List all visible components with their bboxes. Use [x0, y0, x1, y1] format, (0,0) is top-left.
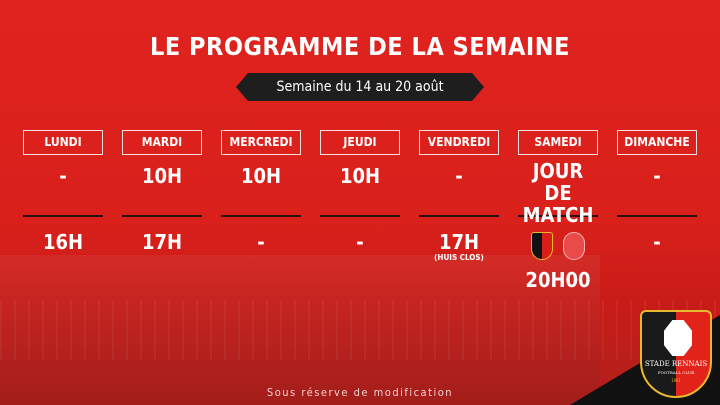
afternoon-session: -: [257, 230, 265, 254]
divider: [221, 215, 301, 217]
afternoon-session: 17H: [438, 230, 480, 254]
divider: [617, 215, 697, 217]
day-header: DIMANCHE: [617, 130, 697, 155]
divider: [419, 215, 499, 217]
morning-session: -: [653, 164, 661, 188]
day-column-samedi: SAMEDI JOUR DE MATCH 20H00: [518, 130, 598, 292]
day-column-vendredi: VENDREDI - 17H (HUIS CLOS): [419, 130, 499, 262]
background-building: [0, 255, 600, 405]
match-day-label: JOUR DE MATCH: [522, 159, 594, 227]
afternoon-session: 17H: [141, 230, 183, 254]
page-title: LE PROGRAMME DE LA SEMAINE: [150, 32, 570, 61]
week-banner: Semaine du 14 au 20 août: [236, 73, 484, 101]
day-column-dimanche: DIMANCHE - -: [617, 130, 697, 253]
morning-session: 10H: [141, 164, 183, 188]
day-column-jeudi: JEUDI 10H -: [320, 130, 400, 253]
divider: [320, 215, 400, 217]
stade-rennais-logo: STADE RENNAIS FOOTBALL CLUB 1901: [640, 310, 712, 398]
kickoff-time: 20H00: [525, 268, 591, 292]
session-note: (HUIS CLOS): [434, 253, 484, 262]
dfco-crest-icon: [563, 232, 585, 260]
disclaimer: Sous réserve de modification: [266, 386, 454, 399]
match-teams: [518, 217, 598, 260]
afternoon-session: -: [653, 230, 661, 254]
day-header: LUNDI: [23, 130, 103, 155]
club-year: 1901: [671, 378, 681, 383]
afternoon-session: 16H: [42, 230, 84, 254]
day-column-mercredi: MERCREDI 10H -: [221, 130, 301, 253]
club-sub: FOOTBALL CLUB: [657, 370, 695, 375]
afternoon-session: -: [356, 230, 364, 254]
day-header: MARDI: [122, 130, 202, 155]
day-header: SAMEDI: [518, 130, 598, 155]
club-name: STADE RENNAIS: [644, 360, 708, 368]
morning-session: 10H: [240, 164, 282, 188]
day-header: VENDREDI: [419, 130, 499, 155]
divider: [518, 215, 598, 217]
divider: [122, 215, 202, 217]
day-column-lundi: LUNDI - 16H: [23, 130, 103, 253]
crest-emblem-icon: [664, 320, 692, 356]
stade-rennais-crest-icon: [531, 232, 553, 260]
morning-session: -: [455, 164, 463, 188]
day-header: JEUDI: [320, 130, 400, 155]
morning-session: -: [59, 164, 67, 188]
background-pitch: [0, 300, 720, 360]
morning-session: 10H: [339, 164, 381, 188]
day-column-mardi: MARDI 10H 17H: [122, 130, 202, 253]
divider: [23, 215, 103, 217]
day-header: MERCREDI: [221, 130, 301, 155]
